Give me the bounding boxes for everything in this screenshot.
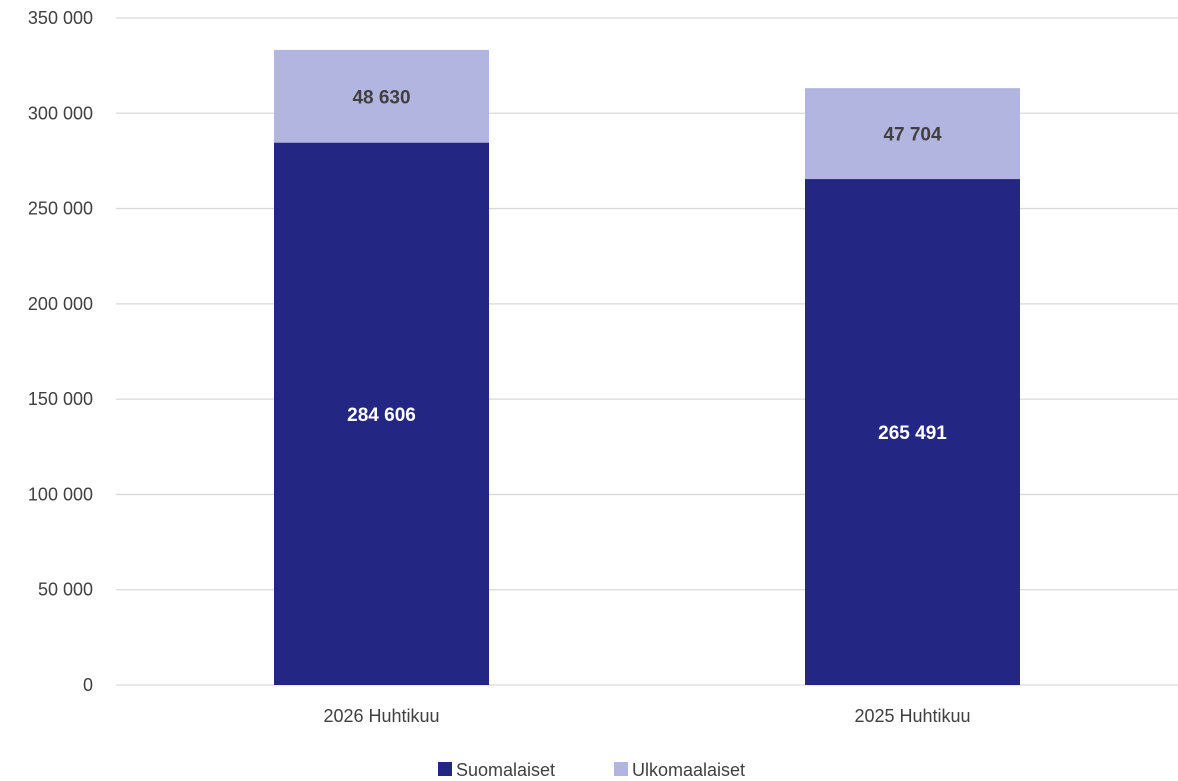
- y-axis-ticks: 0 50 000 100 000 150 000 200 000 250 000 300 0…: [28, 8, 93, 695]
- legend-label: Suomalaiset: [456, 760, 555, 780]
- y-tick-label: 150 000: [28, 389, 93, 409]
- y-tick-label: 50 000: [38, 580, 93, 600]
- data-labels: 284 606 48 630 265 491 47 704: [347, 87, 947, 444]
- legend: Suomalaiset Ulkomaalaiset: [438, 760, 745, 780]
- legend-label: Ulkomaalaiset: [632, 760, 745, 780]
- x-axis-ticks: 2026 Huhtikuu 2025 Huhtikuu: [323, 706, 970, 726]
- y-tick-label: 300 000: [28, 103, 93, 123]
- x-tick-label: 2025 Huhtikuu: [854, 706, 970, 726]
- legend-swatch: [438, 762, 452, 776]
- y-tick-label: 350 000: [28, 8, 93, 28]
- data-label: 284 606: [347, 405, 416, 426]
- legend-swatch: [614, 762, 628, 776]
- bar-segment: [274, 142, 489, 685]
- y-tick-label: 0: [83, 675, 93, 695]
- bars: [274, 49, 1020, 686]
- x-tick-label: 2026 Huhtikuu: [323, 706, 439, 726]
- bar-segment: [274, 49, 489, 143]
- bar-segment: [805, 179, 1020, 686]
- bar-segment: [805, 88, 1020, 180]
- y-tick-label: 250 000: [28, 199, 93, 219]
- y-tick-label: 200 000: [28, 294, 93, 314]
- y-tick-label: 100 000: [28, 484, 93, 504]
- data-label: 48 630: [352, 87, 410, 108]
- data-label: 265 491: [878, 423, 947, 444]
- data-label: 47 704: [883, 125, 942, 146]
